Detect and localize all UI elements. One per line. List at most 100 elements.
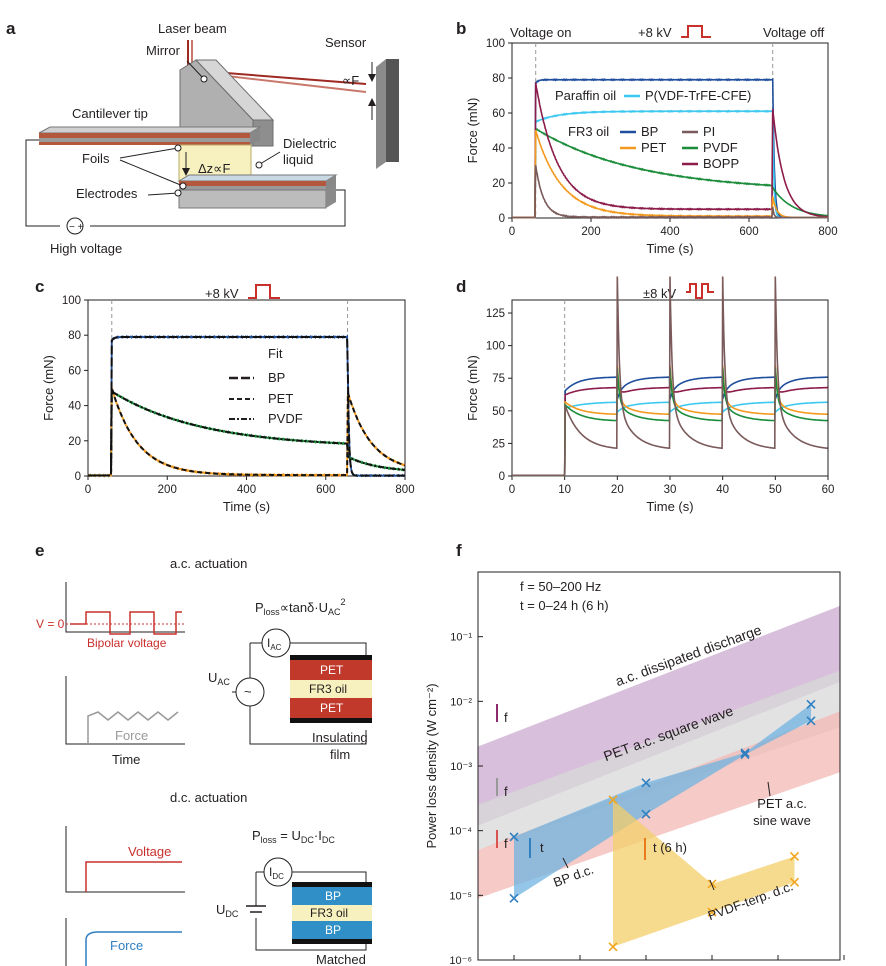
c-series-bp (87, 334, 406, 478)
c-xtick-label: 200 (158, 484, 177, 496)
b-series-pet (512, 129, 828, 219)
d-ytick-label: 25 (492, 438, 505, 450)
sensor-label: Sensor (325, 35, 367, 50)
laser-beam-label: Laser beam (158, 21, 227, 36)
c-ytick-label: 60 (68, 365, 81, 377)
b-xtick-label: 200 (581, 226, 600, 238)
f-point (789, 877, 800, 887)
dc-actuation-title: d.c. actuation (170, 790, 247, 805)
f-pvdf-pointer (709, 879, 715, 891)
c-xtick-label: 0 (85, 484, 91, 496)
f-range-1 (613, 799, 795, 947)
voltage-off-label: Voltage off (763, 25, 825, 40)
time-label: Time (112, 752, 140, 767)
d-xtick-label: 30 (664, 484, 677, 496)
uac-label: UAC (208, 670, 230, 687)
legend-pvdf: PVDF (703, 140, 738, 155)
voltage-dc-label: Voltage (128, 844, 171, 859)
c-xtick-label: 400 (237, 484, 256, 496)
b-voltage-label: +8 kV (638, 25, 672, 40)
panel-d: d ±8 kV 0 10 20 30 40 50 60 0 25 50 75 100 125 Time (… (456, 276, 834, 514)
legend-pet: PET (641, 140, 666, 155)
c-ytick-label: 80 (68, 330, 81, 342)
bp-bottom-label: BP (325, 923, 341, 937)
pet-bottom-label: PET (320, 701, 344, 715)
c-fit-pvdf (88, 389, 406, 477)
f-point (806, 716, 816, 726)
ploss-dc-formula: Ploss = UDC·IDC (252, 828, 335, 845)
f-point (608, 942, 618, 952)
force-dc-label: Force (110, 938, 143, 953)
ammeter-dc-icon (263, 857, 293, 887)
fit-pet-label: PET (268, 391, 293, 406)
cantilever (38, 126, 262, 145)
f-point (707, 907, 717, 917)
d-xlabel: Time (s) (646, 499, 693, 514)
f-petsine2-label: sine wave (753, 813, 811, 828)
d-xtick-label: 40 (716, 484, 729, 496)
pvdf-trfe-label: P(VDF-TrFE-CFE) (645, 88, 751, 103)
f-ytick-label: 10⁻³ (450, 761, 472, 773)
panel-c-label: c (35, 277, 44, 296)
c-ytick-label: 20 (68, 436, 81, 448)
f-t6h-label: t (6 h) (653, 840, 687, 855)
b-ytick-label: 0 (499, 213, 505, 225)
b-xtick-label: 400 (660, 226, 679, 238)
d-xtick-label: 0 (509, 484, 515, 496)
plot-c-area: 0 200 400 600 800 0 20 40 60 80 100 Time (s) Force (… (41, 295, 415, 514)
b-ytick-label: 80 (492, 73, 505, 85)
b-xtick-label: 800 (818, 226, 837, 238)
panel-a-label: a (6, 19, 16, 38)
pet-top-label: PET (320, 663, 344, 677)
f-f-label-1: f (504, 710, 508, 725)
f-point (806, 699, 816, 709)
fit-label: Fit (268, 346, 283, 361)
ac-source-icon (235, 677, 265, 707)
f-freq-label: f = 50–200 Hz (520, 579, 601, 594)
udc-label: UDC (216, 902, 239, 919)
iac-label: IAC (267, 636, 282, 652)
b-series-pi (512, 164, 828, 219)
legend-bopp: BOPP (703, 156, 739, 171)
d-ytick-label: 75 (492, 373, 505, 385)
b-xlabel: Time (s) (646, 241, 693, 256)
f-point (740, 748, 750, 758)
mirror-block (179, 59, 275, 147)
c-ytick-label: 100 (62, 295, 81, 307)
fit-bp-label: BP (268, 370, 285, 385)
panel-d-label: d (456, 277, 466, 296)
ploss-ac-formula: Ploss∝tanδ·UAC2 (255, 597, 346, 617)
pet-layer-top (290, 660, 372, 680)
foils-label: Foils (82, 151, 110, 166)
legend-bp: BP (641, 124, 658, 139)
f-point (740, 750, 750, 760)
high-voltage-label: High voltage (50, 241, 122, 256)
panel-a: a Laser beam Sensor ∝F Mirror (6, 19, 399, 256)
ac-actuation-title: a.c. actuation (170, 556, 247, 571)
d-xtick-label: 20 (611, 484, 624, 496)
c-xtick-label: 800 (395, 484, 414, 496)
b-ytick-label: 100 (486, 38, 505, 50)
f-ytick-label: 10⁻⁶ (449, 955, 472, 966)
f-ytick-label: 10⁻² (450, 696, 472, 708)
fit-pvdf-label: PVDF (268, 411, 303, 426)
b-axes-frame (511, 42, 829, 219)
v0-label: V = 0 (36, 617, 65, 631)
c-fit-pet (88, 387, 406, 477)
f-bp-pointer (562, 857, 569, 869)
panel-e-label: e (35, 541, 44, 560)
electrodes-label: Electrodes (76, 186, 138, 201)
f-f-label-3: f (504, 836, 508, 851)
insulating-label: Insulating (312, 730, 368, 745)
b-ytick-label: 40 (492, 143, 505, 155)
d-ytick-label: 50 (492, 406, 505, 418)
panel-f-label: f (456, 541, 462, 560)
b-xtick-label: 600 (739, 226, 758, 238)
force-ac-label: Force (115, 728, 148, 743)
b-ytick-label: 60 (492, 108, 505, 120)
f-ytick-label: 10⁻⁵ (449, 890, 472, 902)
panel-b-label: b (456, 19, 466, 38)
panel-e: e a.c. actuation V = 0 Bipolar voltage F… (35, 541, 372, 966)
d-ytick-label: 0 (499, 471, 505, 483)
idc-label: IDC (269, 865, 284, 881)
